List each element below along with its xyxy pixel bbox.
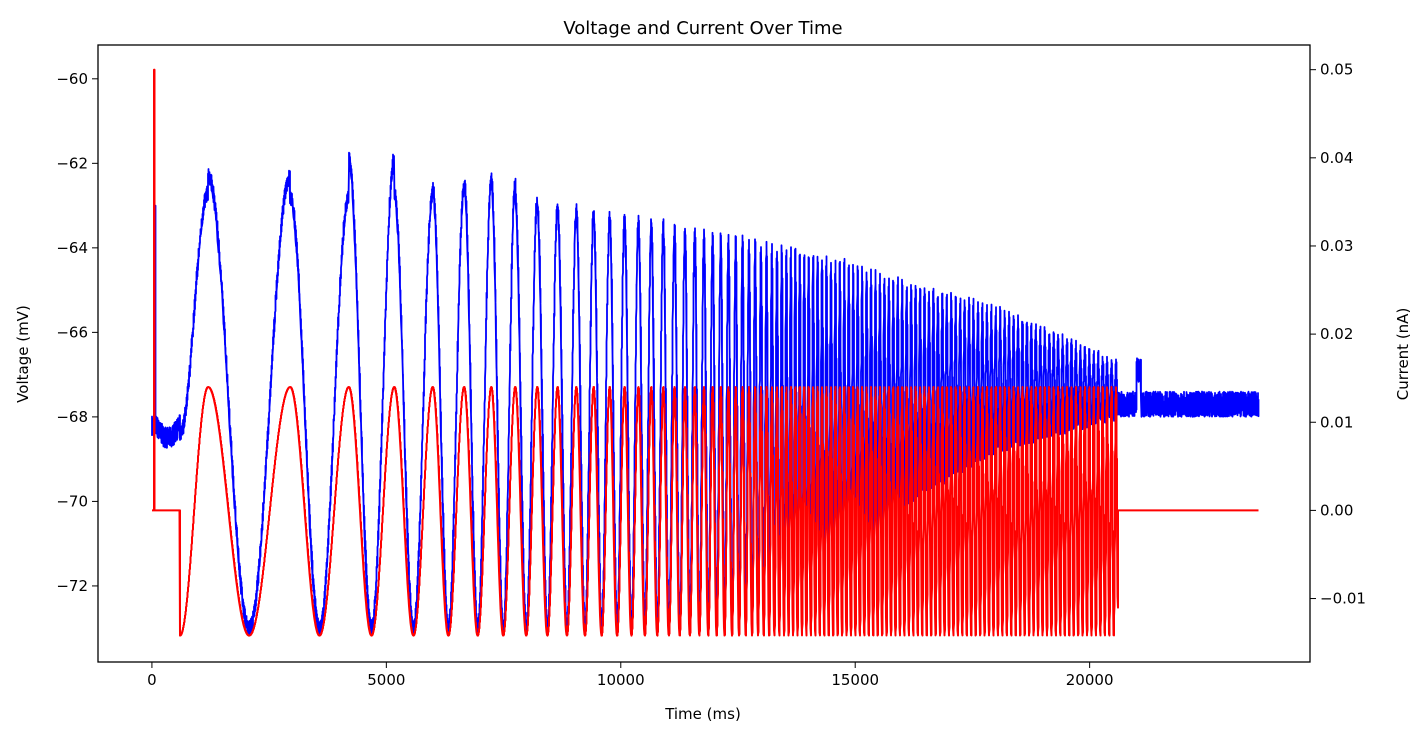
y-left-tick-label: −66	[56, 323, 88, 341]
chart-title: Voltage and Current Over Time	[563, 18, 842, 39]
y-left-tick-label: −60	[56, 70, 88, 88]
current-series-line	[151, 68, 1259, 637]
y-left-tick-label: −72	[56, 577, 88, 595]
x-tick-label: 10000	[597, 671, 645, 689]
x-axis-label: Time (ms)	[664, 705, 741, 723]
y-left-tick-label: −70	[56, 492, 88, 510]
x-tick-label: 0	[147, 671, 157, 689]
y-left-tick-label: −64	[56, 239, 88, 257]
x-tick-label: 5000	[367, 671, 405, 689]
x-tick-label: 15000	[831, 671, 879, 689]
y-left-tick-label: −68	[56, 408, 88, 426]
y-right-tick-label: 0.05	[1320, 61, 1353, 79]
y-axis-right-label: Current (nA)	[1394, 308, 1412, 401]
y-right-tick-label: 0.03	[1320, 237, 1353, 255]
y-axis-left-label: Voltage (mV)	[14, 305, 32, 403]
y-right-tick-label: 0.00	[1320, 501, 1353, 519]
y-right-tick-label: 0.04	[1320, 149, 1353, 167]
x-tick-label: 20000	[1066, 671, 1114, 689]
y-left-tick-label: −62	[56, 154, 88, 172]
y-right-tick-label: −0.01	[1320, 590, 1366, 608]
y-right-tick-label: 0.02	[1320, 325, 1353, 343]
plot-frame	[97, 44, 1311, 663]
y-right-tick-label: 0.01	[1320, 413, 1353, 431]
